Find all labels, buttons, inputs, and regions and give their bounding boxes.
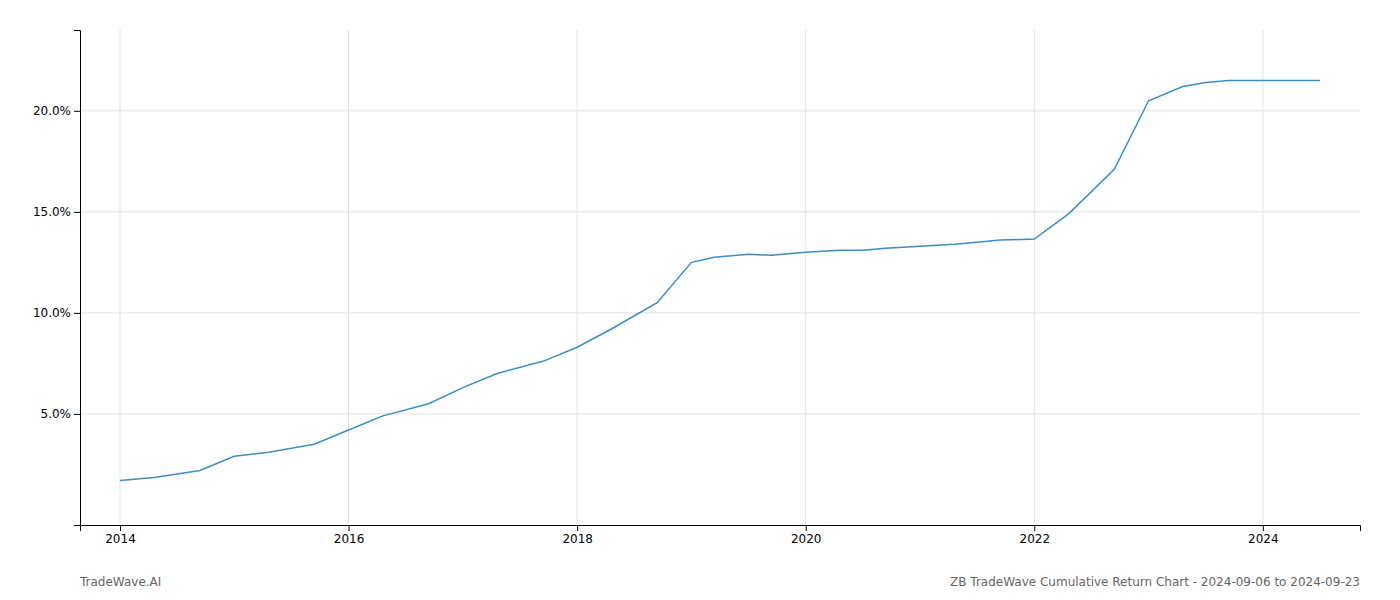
y-axis: 5.0% 10.0% 15.0% 20.0% (33, 31, 81, 526)
y-tick-label: 5.0% (41, 407, 72, 421)
y-tick: 10.0% (33, 306, 80, 320)
y-tick: 20.0% (33, 104, 80, 118)
x-tick-label: 2016 (334, 532, 365, 546)
x-tick-label: 2022 (1020, 532, 1051, 546)
x-tick: 2016 (334, 525, 365, 546)
x-tick-mark (577, 525, 578, 531)
annotation: TradeWave.AI (79, 575, 161, 589)
y-tick-label: 10.0% (33, 306, 71, 320)
grid-line-x (577, 30, 578, 525)
line (120, 81, 1320, 481)
grid-line-y (80, 312, 1360, 313)
grid (80, 30, 1360, 525)
x-tick-label: 2014 (105, 532, 136, 546)
y-tick-mark (74, 212, 80, 213)
y-axis-line (74, 31, 81, 526)
x-axis: 2014 2016 2018 2020 2022 2024 (81, 525, 1361, 546)
x-tick: 2020 (791, 525, 822, 546)
x-tick: 2024 (1248, 525, 1279, 546)
x-tick-label: 2018 (562, 532, 593, 546)
y-tick: 5.0% (41, 407, 81, 421)
grid-line-x (1034, 30, 1035, 525)
y-tick-mark (74, 313, 80, 314)
plot-area (120, 81, 1320, 481)
annotation: ZB TradeWave Cumulative Return Chart - 2… (950, 575, 1360, 589)
x-tick-mark (1263, 525, 1264, 531)
x-tick-mark (349, 525, 350, 531)
x-tick: 2018 (562, 525, 593, 546)
grid-line-x (805, 30, 806, 525)
grid-line-x (348, 30, 349, 525)
y-tick-mark (74, 414, 80, 415)
y-tick-mark (74, 111, 80, 112)
x-tick-label: 2020 (791, 532, 822, 546)
grid-line-y (80, 413, 1360, 414)
x-tick-label: 2024 (1248, 532, 1279, 546)
x-tick-mark (1034, 525, 1035, 531)
y-tick: 15.0% (33, 205, 80, 219)
footer: TradeWave.AI ZB TradeWave Cumulative Retu… (79, 575, 1360, 589)
grid-line-y (80, 211, 1360, 212)
x-axis-line (81, 526, 1361, 532)
x-tick-mark (806, 525, 807, 531)
grid-line-y (80, 110, 1360, 111)
x-tick: 2014 (105, 525, 136, 546)
y-tick-label: 15.0% (33, 205, 71, 219)
grid-line-x (120, 30, 121, 525)
x-tick-mark (120, 525, 121, 531)
y-tick-label: 20.0% (33, 104, 71, 118)
x-tick: 2022 (1020, 525, 1051, 546)
grid-line-x (1262, 30, 1263, 525)
chart: 2014 2016 2018 2020 2022 2024 5.0% 10.0% 15.0% 20… (0, 0, 1400, 600)
